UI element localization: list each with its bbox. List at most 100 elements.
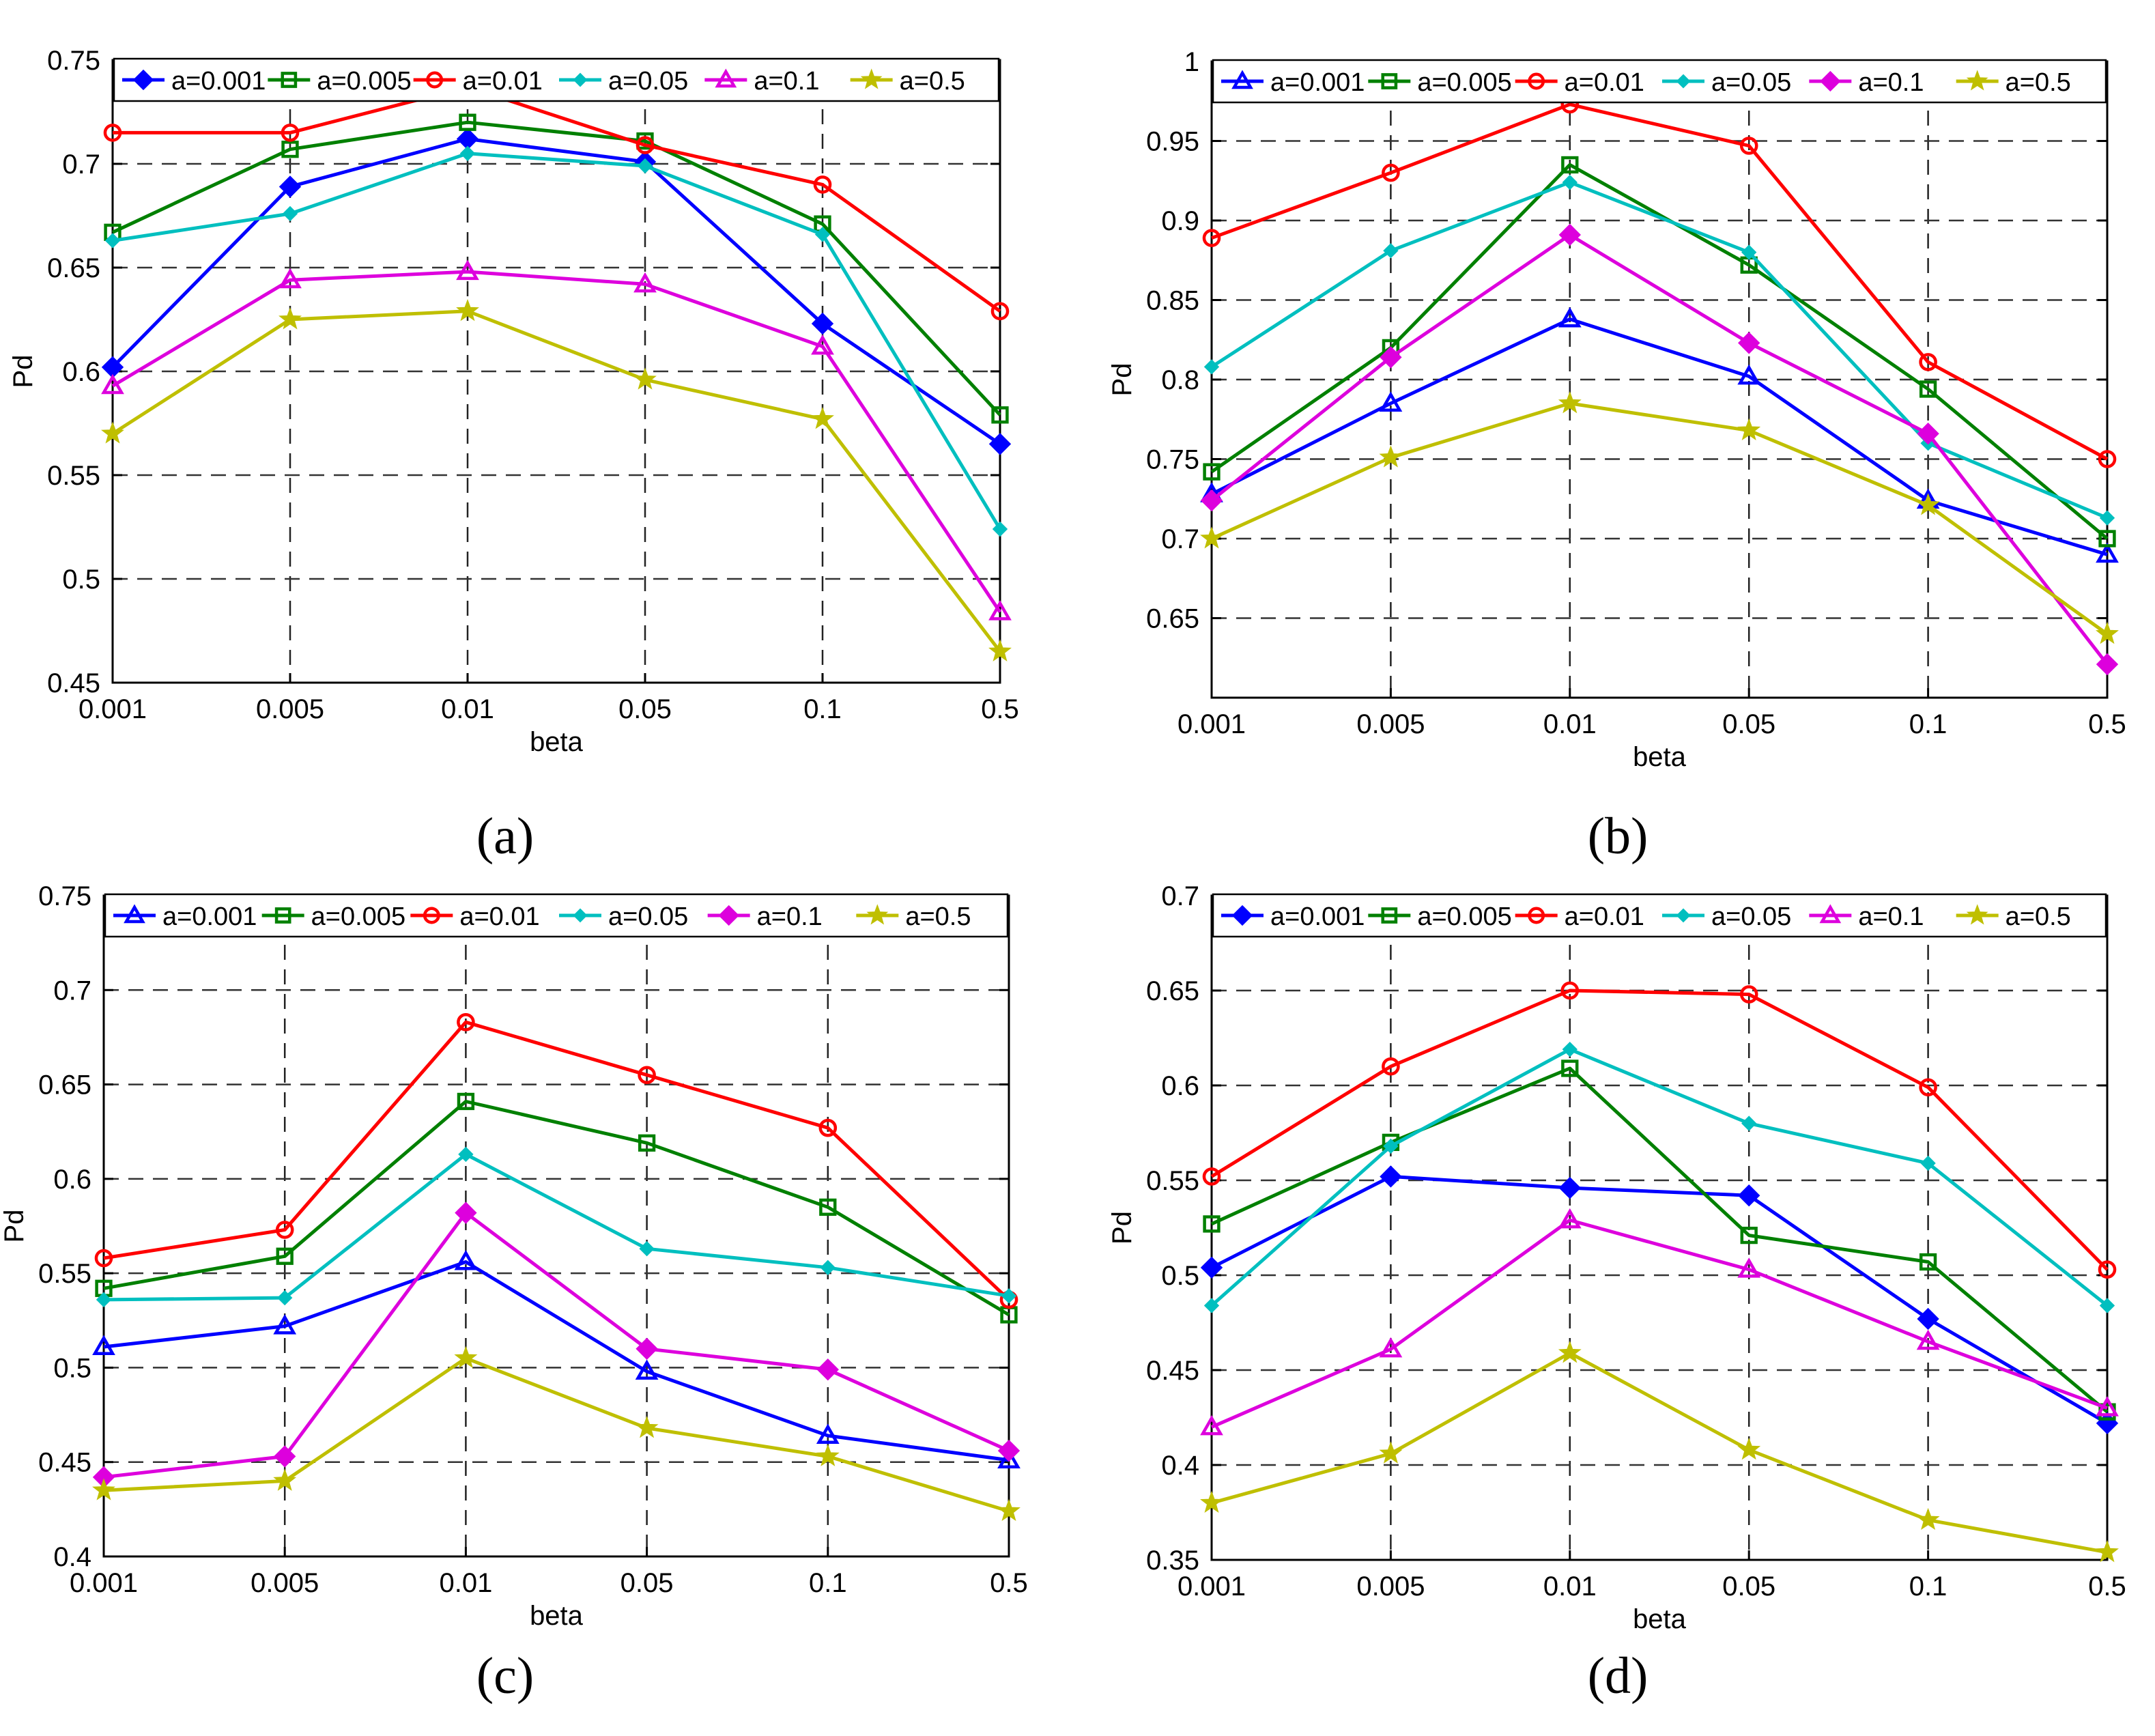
data-point [1203, 1298, 1220, 1313]
legend-label: a=0.005 [1417, 68, 1511, 97]
legend-swatch-marker [426, 71, 444, 89]
y-tick-label: 0.7 [53, 976, 91, 1006]
data-point [1001, 1288, 1017, 1304]
legend-swatch-marker [860, 68, 883, 89]
y-tick-label: 0.5 [62, 565, 100, 595]
series-line [103, 1260, 1010, 1462]
data-point [1741, 1115, 1757, 1131]
x-tick-label: 0.1 [809, 1568, 847, 1598]
data-point [1202, 1167, 1221, 1186]
data-point [1558, 307, 1582, 328]
legend-label: a=0.05 [608, 67, 688, 96]
data-point [1741, 244, 1757, 260]
data-point [1380, 1165, 1402, 1188]
series-line [1210, 162, 2109, 540]
legend-swatch-marker [1231, 70, 1253, 89]
data-point [454, 1250, 478, 1270]
x-tick-label: 0.001 [1178, 709, 1246, 739]
x-tick-label: 0.05 [1722, 1571, 1775, 1602]
legend-label: a=0.1 [754, 67, 819, 96]
series-line [111, 120, 1001, 416]
data-point [281, 124, 300, 142]
y-tick-label: 0.45 [1146, 1356, 1199, 1386]
data-point [1200, 526, 1223, 549]
caption-c: (c) [476, 1647, 534, 1705]
data-point [1379, 1337, 1403, 1358]
data-point [1917, 423, 1939, 445]
x-tick-label: 0.005 [1356, 1571, 1425, 1602]
y-tick-label: 0.75 [1146, 445, 1199, 475]
series-line [103, 1152, 1010, 1302]
series-line [1210, 1174, 2109, 1425]
data-point [1561, 1059, 1579, 1077]
data-point [1203, 463, 1221, 481]
data-point [101, 373, 124, 395]
data-point [273, 1314, 297, 1335]
data-point [273, 1468, 297, 1491]
legend: a=0.001 a=0.005 a=0.01 a=0.05 a=0.1 a=0.5 [1212, 893, 2107, 938]
data-point [639, 1241, 655, 1257]
x-tick-label: 0.01 [1543, 1571, 1597, 1602]
x-axis-label: beta [530, 727, 584, 757]
data-point [1382, 163, 1400, 182]
series-line [111, 309, 1001, 653]
legend-label: a=0.1 [1858, 902, 1924, 931]
data-point [459, 113, 476, 131]
data-point [635, 1416, 659, 1438]
data-point [101, 421, 124, 444]
legend-label: a=0.5 [905, 902, 971, 931]
x-tick-label: 0.1 [803, 694, 842, 724]
legend-swatch-marker [1676, 74, 1691, 89]
data-point [2099, 1298, 2115, 1313]
data-point [997, 1439, 1021, 1462]
data-point [811, 407, 834, 429]
data-point [1919, 1078, 1937, 1097]
y-axis-label: Pd [1107, 1211, 1137, 1244]
data-point [988, 639, 1012, 661]
data-point [816, 1423, 840, 1444]
legend-swatch-marker [1966, 70, 1988, 91]
data-point [1379, 445, 1403, 468]
data-point [1739, 137, 1758, 155]
data-point [814, 227, 831, 242]
data-point [458, 1146, 474, 1163]
series-line [1210, 401, 2109, 636]
data-point [818, 1118, 838, 1137]
x-tick-label: 0.5 [2088, 709, 2126, 739]
series-line [1210, 1047, 2109, 1307]
data-point [1560, 981, 1580, 1000]
legend-label: a=0.5 [2006, 68, 2071, 97]
legend-label: a=0.01 [463, 67, 543, 96]
series-line [1210, 233, 2109, 666]
y-tick-label: 0.75 [38, 881, 91, 911]
legend-label: a=0.001 [1270, 68, 1365, 97]
data-point [1562, 1042, 1578, 1057]
data-point [454, 1346, 478, 1369]
data-point [1203, 359, 1220, 375]
data-point [1737, 364, 1761, 385]
x-tick-label: 0.001 [79, 694, 147, 724]
legend: a=0.001 a=0.005 a=0.01 a=0.05 a=0.1 a=0.5 [113, 57, 1000, 102]
chart-panel-a: 0.45 0.5 0.55 0.6 0.65 0.7 0.75 0.001 0.005 0.01 0… [8, 46, 1019, 757]
legend-swatch-marker [1819, 904, 1842, 924]
data-point [636, 1337, 658, 1360]
data-point [92, 1478, 115, 1500]
data-point [1916, 1507, 1940, 1531]
y-tick-label: 0.6 [53, 1165, 91, 1195]
data-point [1203, 1215, 1221, 1233]
data-point [1379, 391, 1403, 412]
data-point [1558, 391, 1582, 414]
y-tick-label: 0.45 [47, 668, 100, 698]
legend-swatch-marker [281, 72, 298, 88]
data-point [1919, 1253, 1937, 1271]
legend-swatch-marker [573, 908, 588, 923]
x-tick-label: 0.01 [439, 1568, 492, 1598]
legend-swatch-marker [718, 905, 739, 926]
data-point [1561, 156, 1579, 174]
legend-label: a=0.01 [1565, 68, 1644, 97]
legend-label: a=0.001 [162, 902, 257, 931]
x-tick-label: 0.005 [1356, 709, 1425, 739]
y-tick-label: 0.55 [1146, 1166, 1199, 1196]
data-point [1739, 985, 1758, 1004]
x-tick-label: 0.005 [251, 1568, 319, 1598]
